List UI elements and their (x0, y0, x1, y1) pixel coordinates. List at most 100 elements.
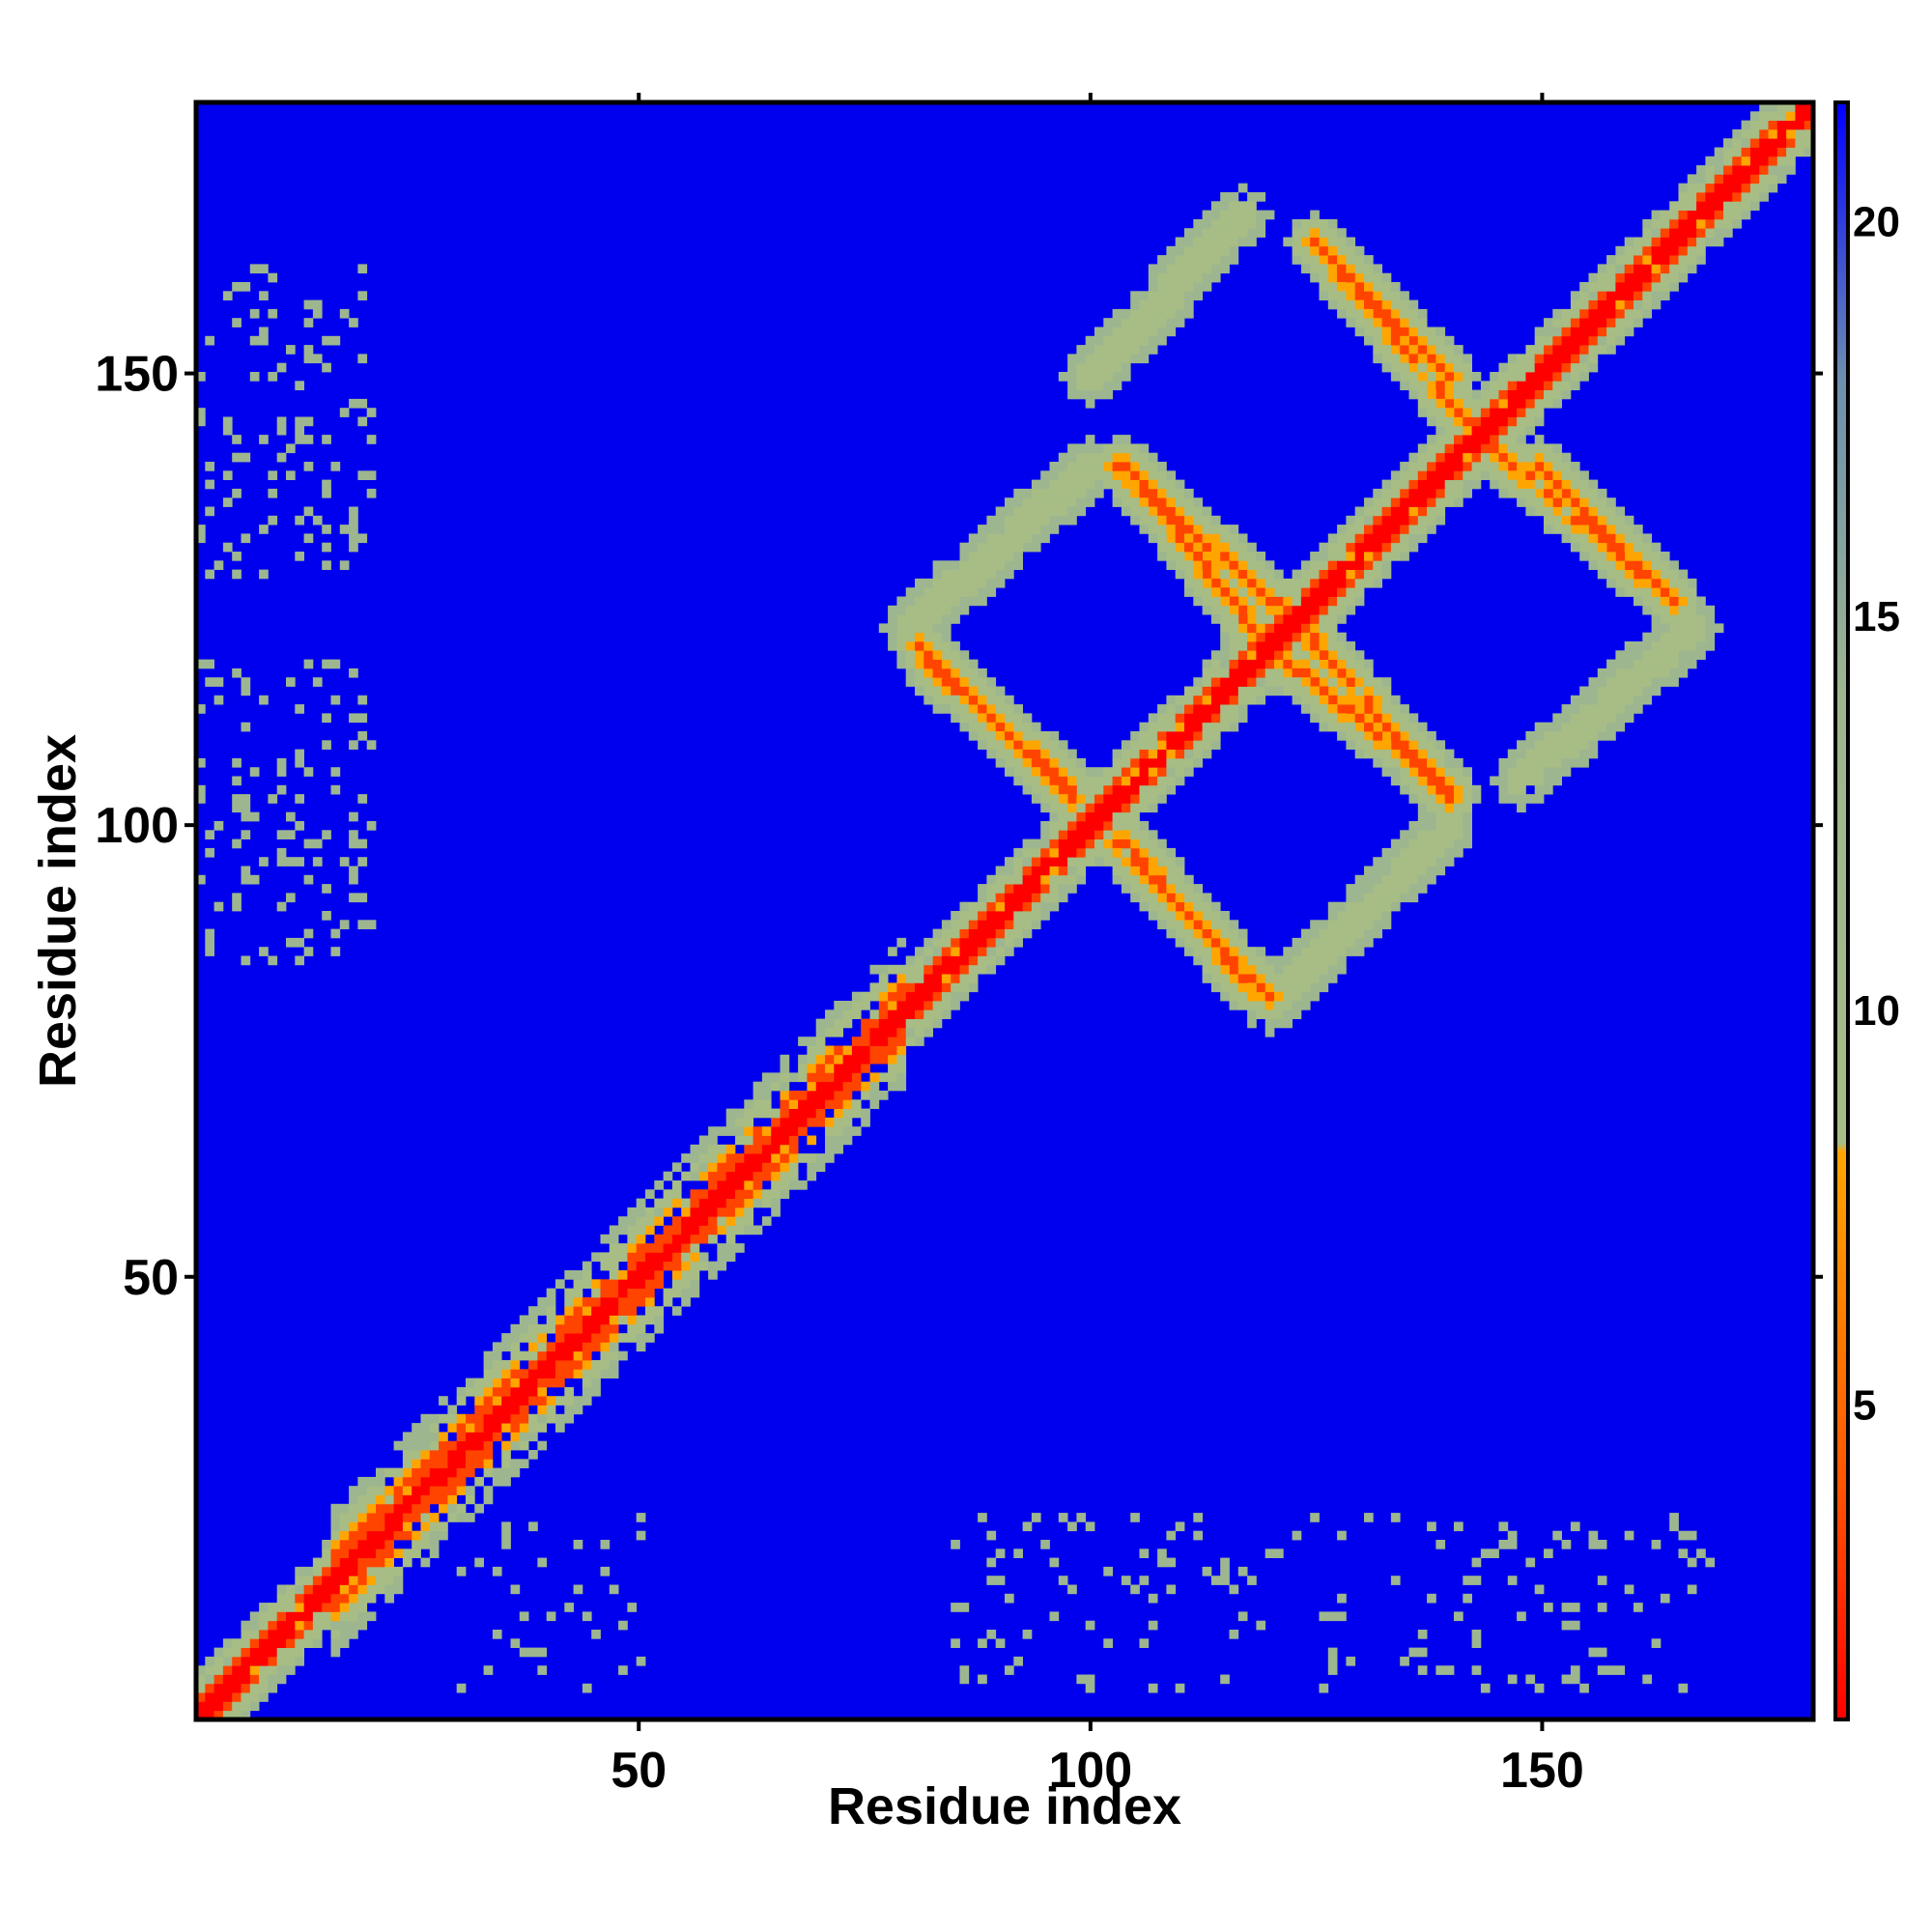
heatmap-cell (1552, 318, 1562, 327)
heatmap-cell (1283, 614, 1293, 624)
heatmap-cell (339, 1611, 350, 1622)
heatmap-cell (888, 1045, 897, 1056)
heatmap-cell (1705, 174, 1716, 185)
heatmap-cell (1193, 757, 1203, 768)
heatmap-cell (1624, 264, 1634, 274)
heatmap-cell (1005, 713, 1014, 724)
heatmap-cell (1210, 525, 1221, 534)
heatmap-cell (1561, 740, 1572, 750)
heatmap-cell (357, 794, 368, 804)
heatmap-cell (1705, 228, 1716, 238)
heatmap-cell (259, 335, 269, 346)
heatmap-cell (1517, 443, 1526, 454)
heatmap-cell (1319, 722, 1329, 732)
heatmap-cell (196, 372, 206, 382)
heatmap-cell (1463, 416, 1472, 427)
heatmap-cell (393, 1576, 404, 1585)
heatmap-cell (1417, 1665, 1428, 1675)
heatmap-cell (1076, 857, 1087, 867)
heatmap-cell (636, 1530, 646, 1541)
heatmap-cell (905, 1027, 916, 1037)
heatmap-cell (1112, 443, 1122, 454)
heatmap-cell (681, 1288, 691, 1298)
heatmap-cell (1498, 776, 1509, 786)
heatmap-cell (322, 1593, 331, 1604)
heatmap-cell (600, 1350, 611, 1361)
heatmap-cell (196, 1710, 206, 1720)
heatmap-cell (1157, 282, 1167, 292)
heatmap-cell (1417, 838, 1428, 849)
heatmap-cell (1373, 731, 1382, 741)
heatmap-cell (1634, 659, 1643, 669)
heatmap-cell (825, 1064, 835, 1073)
heatmap-cell (456, 1486, 467, 1495)
heatmap-cell (466, 1513, 475, 1522)
heatmap-cell (923, 659, 933, 669)
heatmap-cell (1337, 264, 1347, 274)
heatmap-cell (510, 1413, 521, 1424)
heatmap-cell (1274, 1001, 1284, 1010)
heatmap-cell (951, 991, 960, 1002)
heatmap-cell (761, 1153, 772, 1163)
heatmap-cell (222, 1692, 233, 1702)
heatmap-cell (807, 1135, 817, 1146)
heatmap-cell (1139, 1548, 1150, 1558)
x-tick-label: 50 (611, 1743, 667, 1799)
heatmap-cell (1759, 111, 1769, 121)
heatmap-cell (1517, 389, 1526, 400)
heatmap-cell (815, 1045, 826, 1056)
heatmap-cell (1544, 381, 1553, 390)
heatmap-cell (376, 1494, 385, 1505)
heatmap-cell (771, 1135, 781, 1146)
heatmap-cell (1373, 857, 1382, 867)
heatmap-cell (905, 991, 916, 1002)
heatmap-cell (1427, 767, 1436, 777)
heatmap-cell (600, 1540, 611, 1549)
heatmap-cell (1067, 857, 1077, 867)
heatmap-cell (546, 1611, 556, 1622)
heatmap-cell (932, 955, 943, 966)
heatmap-cell (1247, 228, 1257, 238)
heatmap-cell (1300, 632, 1311, 642)
heatmap-cell (753, 1171, 763, 1181)
heatmap-cell (366, 1494, 377, 1505)
heatmap-cell (1588, 1540, 1599, 1549)
heatmap-cell (1534, 1683, 1545, 1693)
heatmap-cell (249, 335, 260, 346)
heatmap-cell (1354, 659, 1365, 669)
heatmap-cell (1660, 605, 1670, 615)
heatmap-cell (1390, 542, 1401, 553)
heatmap-cell (1463, 470, 1472, 480)
heatmap-cell (861, 1045, 870, 1056)
heatmap-cell (1058, 470, 1068, 480)
heatmap-cell (654, 1234, 664, 1244)
heatmap-cell (915, 1001, 924, 1010)
heatmap-cell (1202, 596, 1212, 607)
heatmap-cell (1454, 811, 1463, 822)
heatmap-cell (1507, 408, 1518, 417)
heatmap-cell (322, 1566, 331, 1577)
heatmap-cell (1498, 1540, 1509, 1549)
heatmap-cell (447, 1413, 458, 1424)
heatmap-cell (609, 1261, 619, 1271)
heatmap-cell (1148, 264, 1158, 274)
heatmap-cell (1274, 578, 1284, 588)
heatmap-cell (1058, 893, 1068, 903)
heatmap-cell (1408, 893, 1419, 903)
heatmap-cell (1175, 479, 1185, 490)
heatmap-cell (1157, 255, 1167, 265)
heatmap-cell (1300, 964, 1311, 975)
heatmap-cell (1400, 838, 1409, 849)
heatmap-cell (1327, 901, 1338, 912)
heatmap-cell (528, 1396, 538, 1406)
heatmap-cell (978, 901, 987, 912)
heatmap-cell (1381, 542, 1392, 553)
heatmap-cell (1615, 272, 1626, 283)
heatmap-cell (1139, 470, 1150, 480)
heatmap-cell (1400, 542, 1409, 553)
heatmap-cell (1283, 237, 1293, 247)
heatmap-cell (896, 623, 907, 634)
heatmap-cell (456, 1396, 467, 1406)
heatmap-cell (1094, 794, 1104, 804)
heatmap-cell (1507, 354, 1518, 364)
